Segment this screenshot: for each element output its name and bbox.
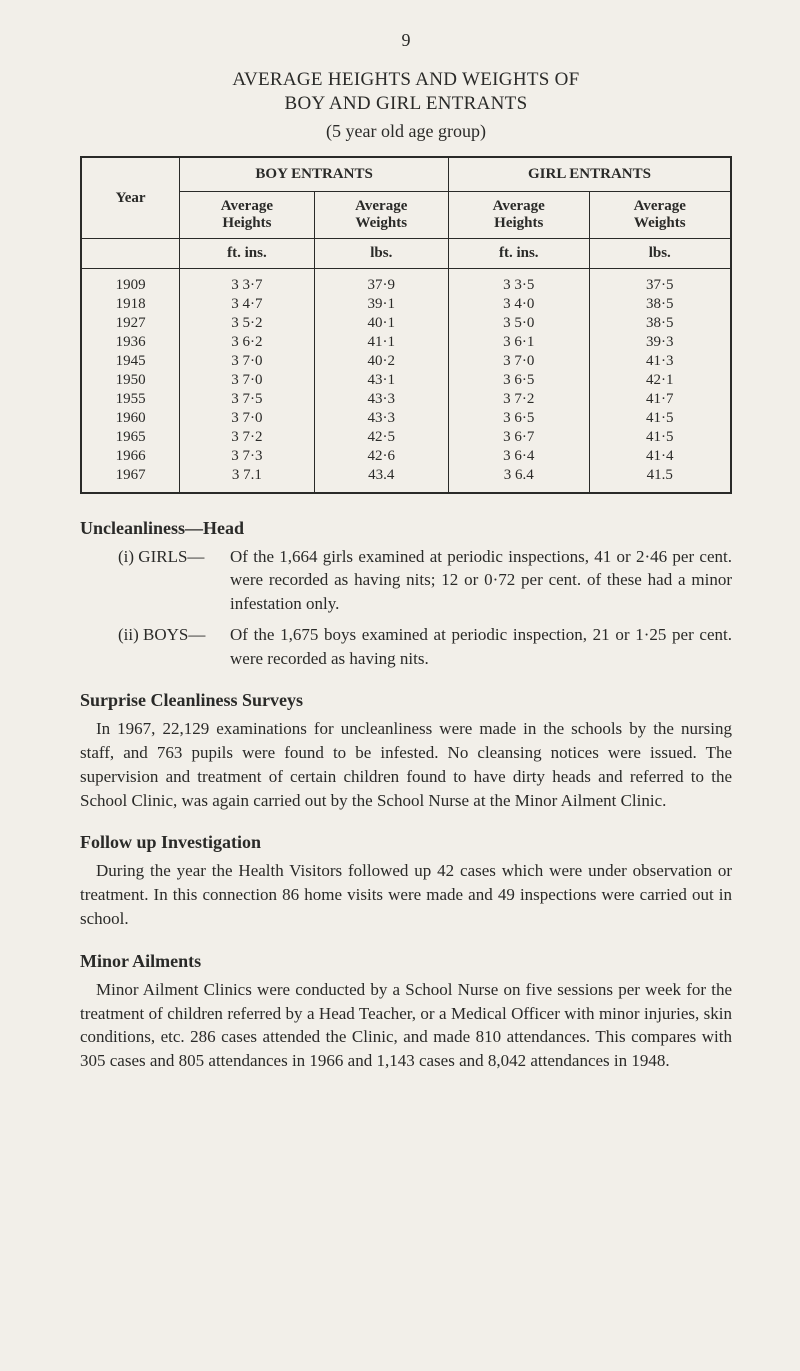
- girls-text: Of the 1,664 girls examined at periodic …: [230, 545, 732, 615]
- table-cell: 3 7·2: [448, 390, 589, 409]
- minor-heading: Minor Ailments: [80, 951, 732, 972]
- table-cell: 38·5: [589, 295, 731, 314]
- table-cell: 37·9: [314, 269, 448, 296]
- table-cell: 43·3: [314, 409, 448, 428]
- table-cell: 43.4: [314, 466, 448, 493]
- table-row: 19663 7·342·63 6·441·4: [81, 447, 731, 466]
- table-cell: 41·4: [589, 447, 731, 466]
- table-cell: 1918: [81, 295, 180, 314]
- table-cell: 3 6·5: [448, 409, 589, 428]
- th-year: Year: [81, 157, 180, 239]
- table-cell: 41·5: [589, 428, 731, 447]
- table-cell: 39·1: [314, 295, 448, 314]
- table-cell: 41·7: [589, 390, 731, 409]
- table-cell: 37·5: [589, 269, 731, 296]
- table-row: 19673 7.143.43 6.441.5: [81, 466, 731, 493]
- table-cell: 3 5·0: [448, 314, 589, 333]
- table-row: 19363 6·241·13 6·139·3: [81, 333, 731, 352]
- table-cell: 39·3: [589, 333, 731, 352]
- th-boys-heights: Average Heights: [180, 192, 314, 239]
- table-body: 19093 3·737·93 3·537·519183 4·739·13 4·0…: [81, 269, 731, 494]
- table-cell: 3 4·0: [448, 295, 589, 314]
- table-cell: 1960: [81, 409, 180, 428]
- th-boys-weights: Average Weights: [314, 192, 448, 239]
- table-cell: 3 6·1: [448, 333, 589, 352]
- table-row: 19183 4·739·13 4·038·5: [81, 295, 731, 314]
- table-cell: 1955: [81, 390, 180, 409]
- title-line-2: BOY AND GIRL ENTRANTS: [80, 93, 732, 115]
- table-cell: 41.5: [589, 466, 731, 493]
- table-cell: 42·5: [314, 428, 448, 447]
- girls-label: (i) GIRLS—: [118, 545, 230, 615]
- table-cell: 3 6·5: [448, 371, 589, 390]
- followup-text: During the year the Health Visitors foll…: [80, 859, 732, 930]
- page-number: 9: [80, 30, 732, 51]
- table-cell: 3 6·2: [180, 333, 314, 352]
- table-cell: 1936: [81, 333, 180, 352]
- table-row: 19553 7·543·33 7·241·7: [81, 390, 731, 409]
- table-cell: 3 7·2: [180, 428, 314, 447]
- table-cell: 3 7·0: [180, 352, 314, 371]
- table-cell: 3 6·7: [448, 428, 589, 447]
- th-unit-lbs-2: lbs.: [589, 239, 731, 269]
- surveys-text: In 1967, 22,129 examinations for unclean…: [80, 717, 732, 812]
- table-cell: 3 3·5: [448, 269, 589, 296]
- table-cell: 41·3: [589, 352, 731, 371]
- height-weight-table: Year BOY ENTRANTS GIRL ENTRANTS Average …: [80, 156, 732, 494]
- boys-text: Of the 1,675 boys examined at periodic i…: [230, 623, 732, 670]
- table-cell: 3 7·0: [448, 352, 589, 371]
- table-cell: 41·1: [314, 333, 448, 352]
- th-unit-ftins-1: ft. ins.: [180, 239, 314, 269]
- th-girls-weights: Average Weights: [589, 192, 731, 239]
- th-girls-heights: Average Heights: [448, 192, 589, 239]
- table-cell: 3 3·7: [180, 269, 314, 296]
- th-unit-lbs-1: lbs.: [314, 239, 448, 269]
- table-cell: 1927: [81, 314, 180, 333]
- table-cell: 3 7·0: [180, 371, 314, 390]
- table-cell: 43·3: [314, 390, 448, 409]
- table-cell: 3 7·3: [180, 447, 314, 466]
- table-cell: 1966: [81, 447, 180, 466]
- followup-heading: Follow up Investigation: [80, 832, 732, 853]
- table-cell: 43·1: [314, 371, 448, 390]
- uncleanliness-block: (i) GIRLS— Of the 1,664 girls examined a…: [118, 545, 732, 670]
- table-cell: 3 7·5: [180, 390, 314, 409]
- table-cell: 42·6: [314, 447, 448, 466]
- table-row: 19273 5·240·13 5·038·5: [81, 314, 731, 333]
- subtitle: (5 year old age group): [80, 121, 732, 142]
- boys-item: (ii) BOYS— Of the 1,675 boys examined at…: [118, 623, 732, 670]
- table-cell: 42·1: [589, 371, 731, 390]
- table-cell: 3 6·4: [448, 447, 589, 466]
- th-boys-group: BOY ENTRANTS: [180, 157, 449, 192]
- th-girls-group: GIRL ENTRANTS: [448, 157, 731, 192]
- table-row: 19093 3·737·93 3·537·5: [81, 269, 731, 296]
- table-cell: 1950: [81, 371, 180, 390]
- table-cell: 1909: [81, 269, 180, 296]
- table-cell: 3 5·2: [180, 314, 314, 333]
- th-unit-blank: [81, 239, 180, 269]
- table-row: 19603 7·043·33 6·541·5: [81, 409, 731, 428]
- table-row: 19503 7·043·13 6·542·1: [81, 371, 731, 390]
- table-cell: 3 4·7: [180, 295, 314, 314]
- th-unit-ftins-2: ft. ins.: [448, 239, 589, 269]
- surveys-heading: Surprise Cleanliness Surveys: [80, 690, 732, 711]
- table-cell: 3 7.1: [180, 466, 314, 493]
- table-row: 19453 7·040·23 7·041·3: [81, 352, 731, 371]
- title-line-1: AVERAGE HEIGHTS AND WEIGHTS OF: [80, 69, 732, 91]
- uncleanliness-heading: Uncleanliness—Head: [80, 518, 732, 539]
- girls-item: (i) GIRLS— Of the 1,664 girls examined a…: [118, 545, 732, 615]
- boys-label: (ii) BOYS—: [118, 623, 230, 670]
- table-cell: 1965: [81, 428, 180, 447]
- table-cell: 3 6.4: [448, 466, 589, 493]
- table-cell: 38·5: [589, 314, 731, 333]
- table-row: 19653 7·242·53 6·741·5: [81, 428, 731, 447]
- table-cell: 1945: [81, 352, 180, 371]
- table-cell: 41·5: [589, 409, 731, 428]
- table-cell: 3 7·0: [180, 409, 314, 428]
- minor-text: Minor Ailment Clinics were conducted by …: [80, 978, 732, 1073]
- table-cell: 40·1: [314, 314, 448, 333]
- table-cell: 40·2: [314, 352, 448, 371]
- table-cell: 1967: [81, 466, 180, 493]
